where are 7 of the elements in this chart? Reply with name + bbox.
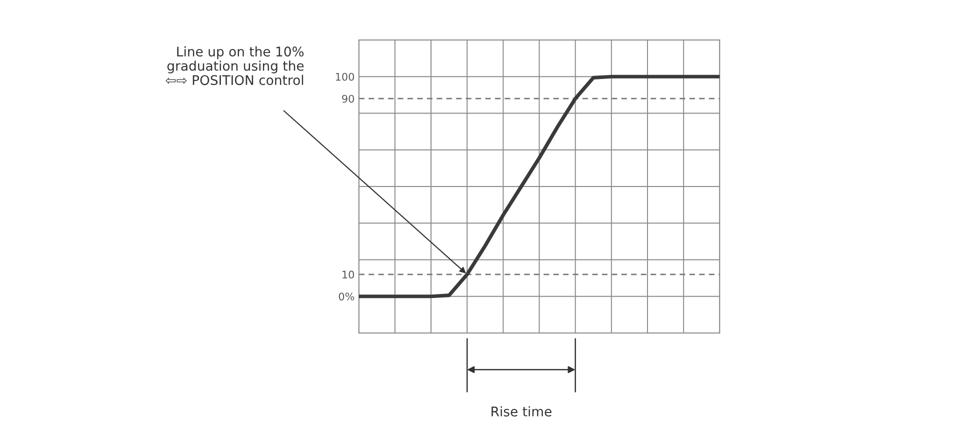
- y-tick-label: 0%: [338, 292, 354, 300]
- y-tick-label: 90: [342, 94, 354, 103]
- y-tick-label: 100: [336, 72, 354, 81]
- text: Rise time: [492, 406, 552, 416]
- text: Line up on the 10% graduation using the ⇦⇨ POSITION control: [166, 46, 304, 86]
- line-series: [358, 74, 720, 298]
- y-tick-label: 10: [342, 270, 354, 279]
